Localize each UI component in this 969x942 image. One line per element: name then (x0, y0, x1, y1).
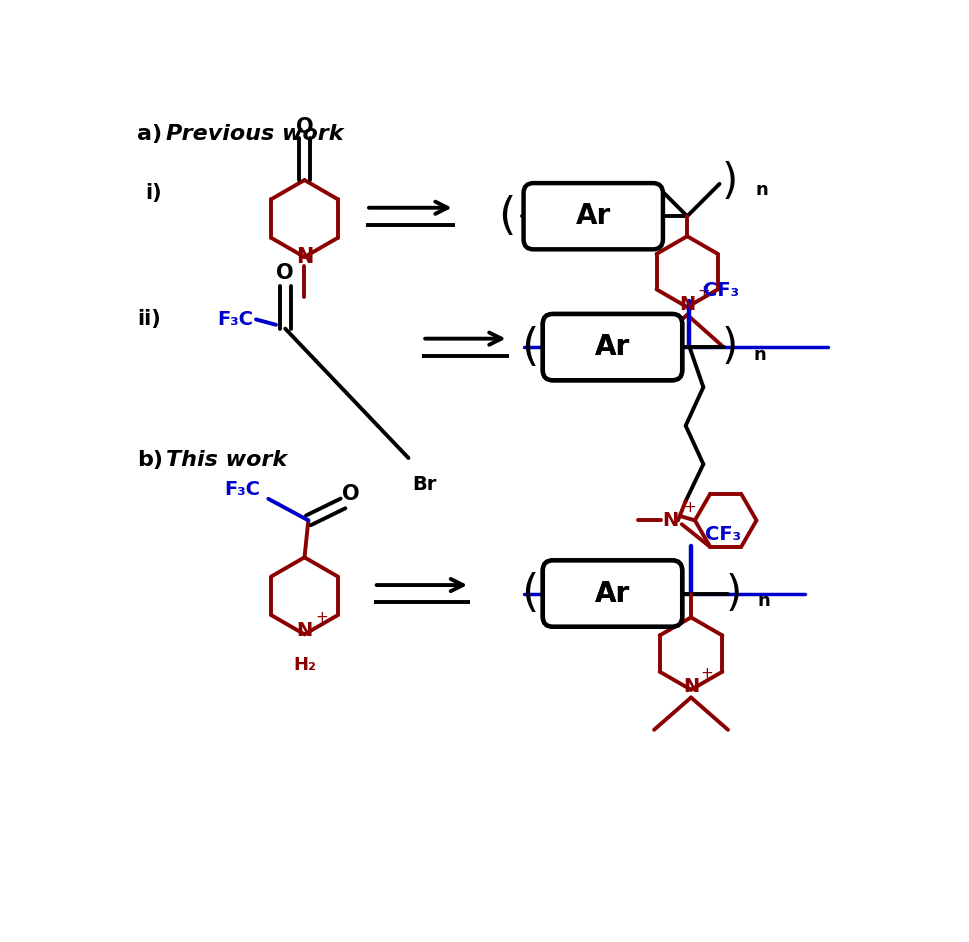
Text: ): ) (725, 573, 741, 614)
Text: F₃C: F₃C (217, 310, 253, 329)
Text: ): ) (721, 326, 737, 368)
Text: N: N (296, 247, 313, 267)
Text: Previous work: Previous work (166, 123, 343, 144)
Text: i): i) (145, 183, 162, 203)
Text: (: ( (520, 326, 538, 368)
Text: ): ) (721, 160, 737, 203)
Text: a): a) (138, 123, 163, 144)
FancyBboxPatch shape (543, 314, 682, 381)
Text: +: + (683, 500, 696, 514)
Text: Ar: Ar (595, 333, 630, 361)
Text: Br: Br (412, 475, 437, 494)
Text: Ar: Ar (576, 203, 610, 230)
Text: O: O (276, 263, 294, 284)
Text: (: ( (520, 572, 538, 615)
Text: n: n (758, 593, 770, 610)
FancyBboxPatch shape (543, 314, 682, 381)
Text: F₃C: F₃C (225, 480, 261, 499)
Text: +: + (315, 609, 328, 625)
Text: N: N (683, 677, 700, 696)
FancyBboxPatch shape (523, 183, 663, 250)
Text: CF₃: CF₃ (703, 281, 739, 300)
Text: N: N (662, 511, 678, 529)
Text: ii): ii) (138, 309, 161, 329)
Text: (: ( (498, 195, 516, 237)
Text: Ar: Ar (595, 579, 630, 608)
Text: n: n (754, 346, 766, 364)
FancyBboxPatch shape (543, 560, 682, 626)
Text: Ar: Ar (595, 579, 630, 608)
Text: CF₃: CF₃ (704, 526, 741, 544)
Text: Ar: Ar (595, 333, 630, 361)
Text: This work: This work (166, 449, 287, 469)
Text: N: N (679, 295, 696, 314)
Text: H₂: H₂ (293, 657, 316, 674)
Text: +: + (697, 284, 709, 300)
Text: +: + (701, 666, 713, 681)
Text: O: O (296, 117, 313, 137)
Text: O: O (342, 484, 359, 504)
Text: N: N (297, 621, 313, 640)
FancyBboxPatch shape (543, 560, 682, 626)
Text: b): b) (138, 449, 164, 469)
Text: n: n (756, 181, 768, 199)
